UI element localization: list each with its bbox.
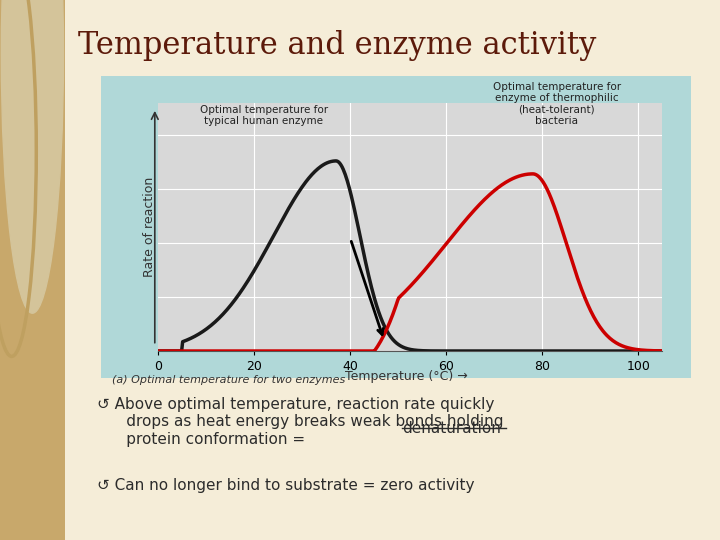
Circle shape (1, 0, 63, 313)
Text: (a) Optimal temperature for two enzymes: (a) Optimal temperature for two enzymes (112, 375, 345, 386)
Text: denaturation: denaturation (402, 421, 500, 436)
Text: Temperature and enzyme activity: Temperature and enzyme activity (78, 30, 596, 62)
Text: Temperature (°C) →: Temperature (°C) → (346, 370, 468, 383)
Text: ↺ Can no longer bind to substrate = zero activity: ↺ Can no longer bind to substrate = zero… (97, 478, 474, 493)
Text: Optimal temperature for
typical human enzyme: Optimal temperature for typical human en… (200, 105, 328, 126)
Y-axis label: Rate of reaction: Rate of reaction (143, 177, 156, 277)
Text: ↺ Above optimal temperature, reaction rate quickly
      drops as heat energy br: ↺ Above optimal temperature, reaction ra… (97, 397, 504, 447)
Text: Optimal temperature for
enzyme of thermophilic
(heat-tolerant)
bacteria: Optimal temperature for enzyme of thermo… (492, 82, 621, 126)
